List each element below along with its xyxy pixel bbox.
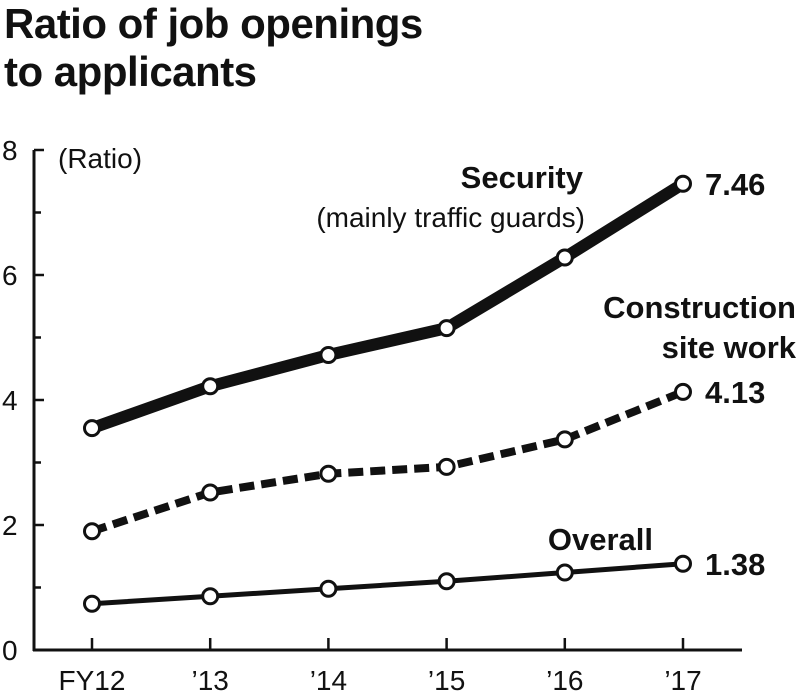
series-label-construction-2: site work [662,330,797,365]
y-tick-label: 2 [2,510,18,541]
series-1-point [83,522,101,541]
y-tick-label: 8 [2,135,18,166]
series-2-point [201,587,220,606]
series-line-1 [90,388,685,536]
series-1-point [201,483,220,502]
x-tick-label: ’17 [664,665,701,696]
x-tick-label: ’15 [428,665,465,696]
x-tick-label: ’16 [546,665,583,696]
chart-title-line-1: Ratio of job openings [4,0,423,47]
x-tick-label: ’14 [310,665,347,696]
y-tick-label: 6 [2,260,18,291]
series-0-point [674,174,692,193]
series-0-point [83,419,101,438]
series-0-point [319,346,338,364]
series-label-overall: Overall [548,522,653,557]
chart-title: Ratio of job openings to applicants [4,0,423,96]
series-line-0 [89,178,687,434]
series-2-point [674,554,692,573]
y-tick-label: 4 [2,385,18,416]
series-2-point [437,572,456,591]
series-2-point [83,594,101,613]
y-axis-unit-label: (Ratio) [58,143,142,174]
series-2-point [555,563,574,582]
series-1-point [319,464,338,483]
x-tick-label: ’13 [192,665,229,696]
series-2-point [319,579,338,598]
series-2-end-value: 1.38 [705,547,765,582]
series-0-point [555,248,574,267]
series-1-point [555,430,574,449]
series-1-end-value: 4.13 [705,375,765,410]
series-label-construction-1: Construction [603,290,796,325]
chart-title-line-2: to applicants [4,48,257,95]
series-sublabel-security: (mainly traffic guards) [316,202,585,233]
x-tick-label: FY12 [59,665,126,696]
series-0-point [437,319,456,338]
series-1-point [437,457,456,476]
series-0-end-value: 7.46 [705,167,765,202]
series-line-2 [91,561,684,607]
series-label-security: Security [461,160,584,195]
y-tick-label: 0 [2,635,18,666]
series-1-point [674,382,692,401]
series-0-point [201,377,220,396]
